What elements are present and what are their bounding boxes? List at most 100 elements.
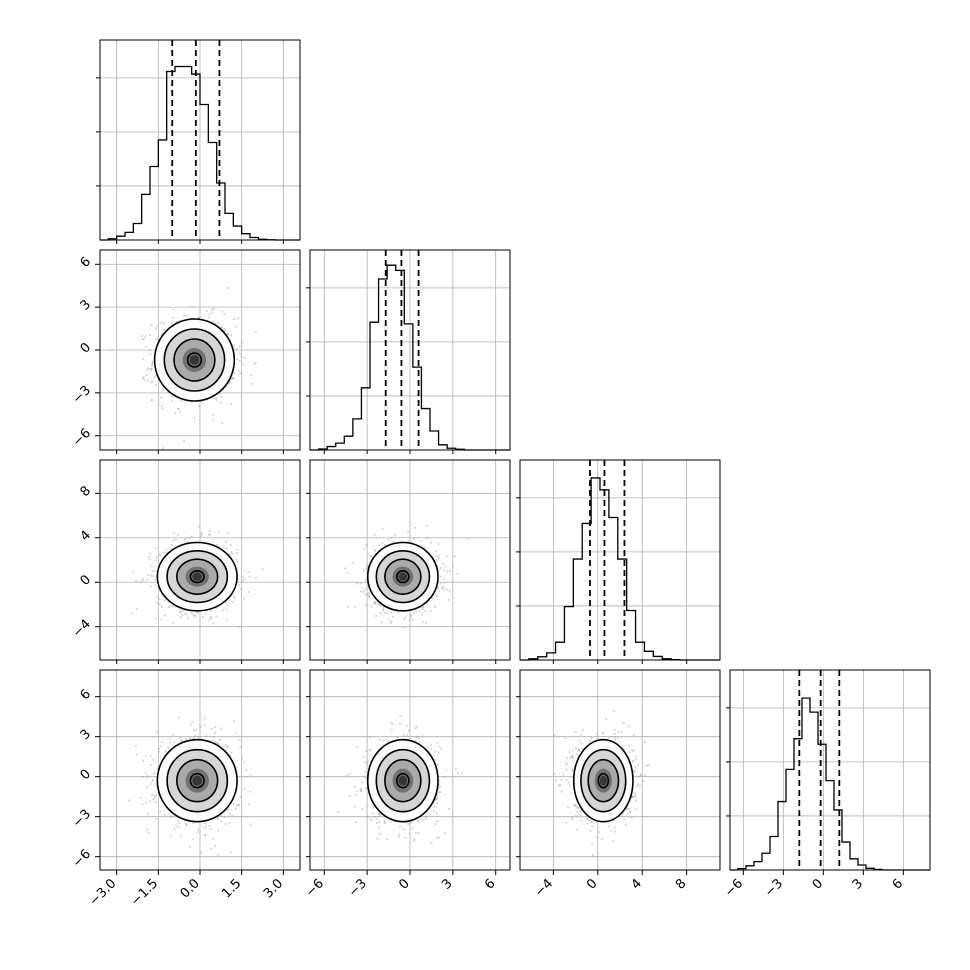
scatter-point (220, 395, 223, 398)
scatter-point (147, 367, 150, 370)
scatter-point (380, 605, 383, 608)
scatter-point (347, 605, 350, 608)
scatter-point (600, 838, 603, 841)
scatter-point (210, 847, 213, 850)
scatter-point (156, 324, 159, 327)
scatter-point (236, 548, 239, 551)
scatter-point (149, 754, 152, 757)
scatter-point (639, 774, 642, 777)
scatter-point (158, 603, 161, 606)
scatter-point (191, 613, 194, 616)
scatter-point (254, 330, 257, 333)
scatter-point (184, 822, 187, 825)
scatter-point (149, 352, 152, 355)
scatter-point (212, 838, 215, 841)
scatter-point (163, 599, 166, 602)
scatter-point (364, 579, 367, 582)
scatter-point (362, 756, 365, 759)
panel-frame (729, 669, 931, 871)
scatter-point (233, 596, 236, 599)
scatter-point (412, 839, 415, 842)
scatter-point (200, 531, 203, 534)
scatter-point (386, 612, 389, 615)
scatter-point (151, 575, 154, 578)
scatter-point (214, 731, 217, 734)
contour-line (156, 541, 238, 612)
scatter-point (152, 798, 155, 801)
scatter-point (210, 617, 213, 620)
scatter-point (142, 759, 145, 762)
scatter-point (230, 551, 233, 554)
scatter-point (578, 747, 581, 750)
scatter-point (346, 571, 349, 574)
scatter-point (200, 533, 203, 536)
scatter-point (224, 328, 227, 331)
scatter-point (446, 570, 449, 573)
scatter-point (235, 552, 238, 555)
scatter-point (148, 558, 151, 561)
scatter-point (148, 334, 151, 337)
scatter-point (409, 822, 412, 825)
scatter-point (236, 766, 239, 769)
scatter-point (169, 605, 172, 608)
scatter-point (425, 524, 428, 527)
scatter-point (434, 750, 437, 753)
contour-line (384, 758, 422, 803)
scatter-point (188, 737, 191, 740)
scatter-point (212, 414, 215, 417)
scatter-point (353, 785, 356, 788)
scatter-point (222, 328, 225, 331)
scatter-point (142, 579, 145, 582)
scatter-point (172, 316, 175, 319)
scatter-point (156, 596, 159, 599)
scatter-point (160, 618, 163, 621)
scatter-point (384, 821, 387, 824)
scatter-point (197, 828, 200, 831)
scatter-point (378, 814, 381, 817)
scatter-point (151, 570, 154, 573)
scatter-point (197, 735, 200, 738)
scatter-point (235, 804, 238, 807)
scatter-point (155, 817, 158, 820)
scatter-point (436, 797, 439, 800)
contour-line (366, 738, 439, 823)
scatter-point (445, 555, 448, 558)
scatter-point (575, 828, 578, 831)
scatter-point (207, 316, 210, 319)
scatter-point (417, 737, 420, 740)
scatter-point (228, 382, 231, 385)
scatter-point (390, 621, 393, 624)
scatter-point (403, 626, 406, 629)
scatter-point (398, 833, 401, 836)
contour-line (176, 758, 219, 803)
scatter-point (242, 597, 245, 600)
scatter-point (434, 823, 437, 826)
scatter-point (178, 822, 181, 825)
scatter-point (390, 721, 393, 724)
scatter-point (402, 733, 405, 736)
scatter-point (399, 722, 402, 725)
scatter-point (374, 602, 377, 605)
scatter-point (382, 609, 385, 612)
scatter-point (169, 815, 172, 818)
scatter-point (152, 360, 155, 363)
scatter-point (209, 616, 212, 619)
scatter-point (571, 769, 574, 772)
scatter-point (420, 613, 423, 616)
scatter-point (354, 821, 357, 824)
scatter-point (360, 787, 363, 790)
scatter-point (361, 586, 364, 589)
scatter-point (198, 525, 201, 528)
scatter-point (447, 598, 450, 601)
scatter-point (227, 286, 230, 289)
scatter-point (359, 788, 362, 791)
scatter-point (453, 555, 456, 558)
scatter-point (637, 783, 640, 786)
scatter-point (569, 756, 572, 759)
scatter-point (159, 810, 162, 813)
pair-panel-3-2 (519, 669, 721, 871)
scatter-point (128, 799, 131, 802)
scatter-point (219, 814, 222, 817)
scatter-point (160, 605, 163, 608)
scatter-point (424, 816, 427, 819)
